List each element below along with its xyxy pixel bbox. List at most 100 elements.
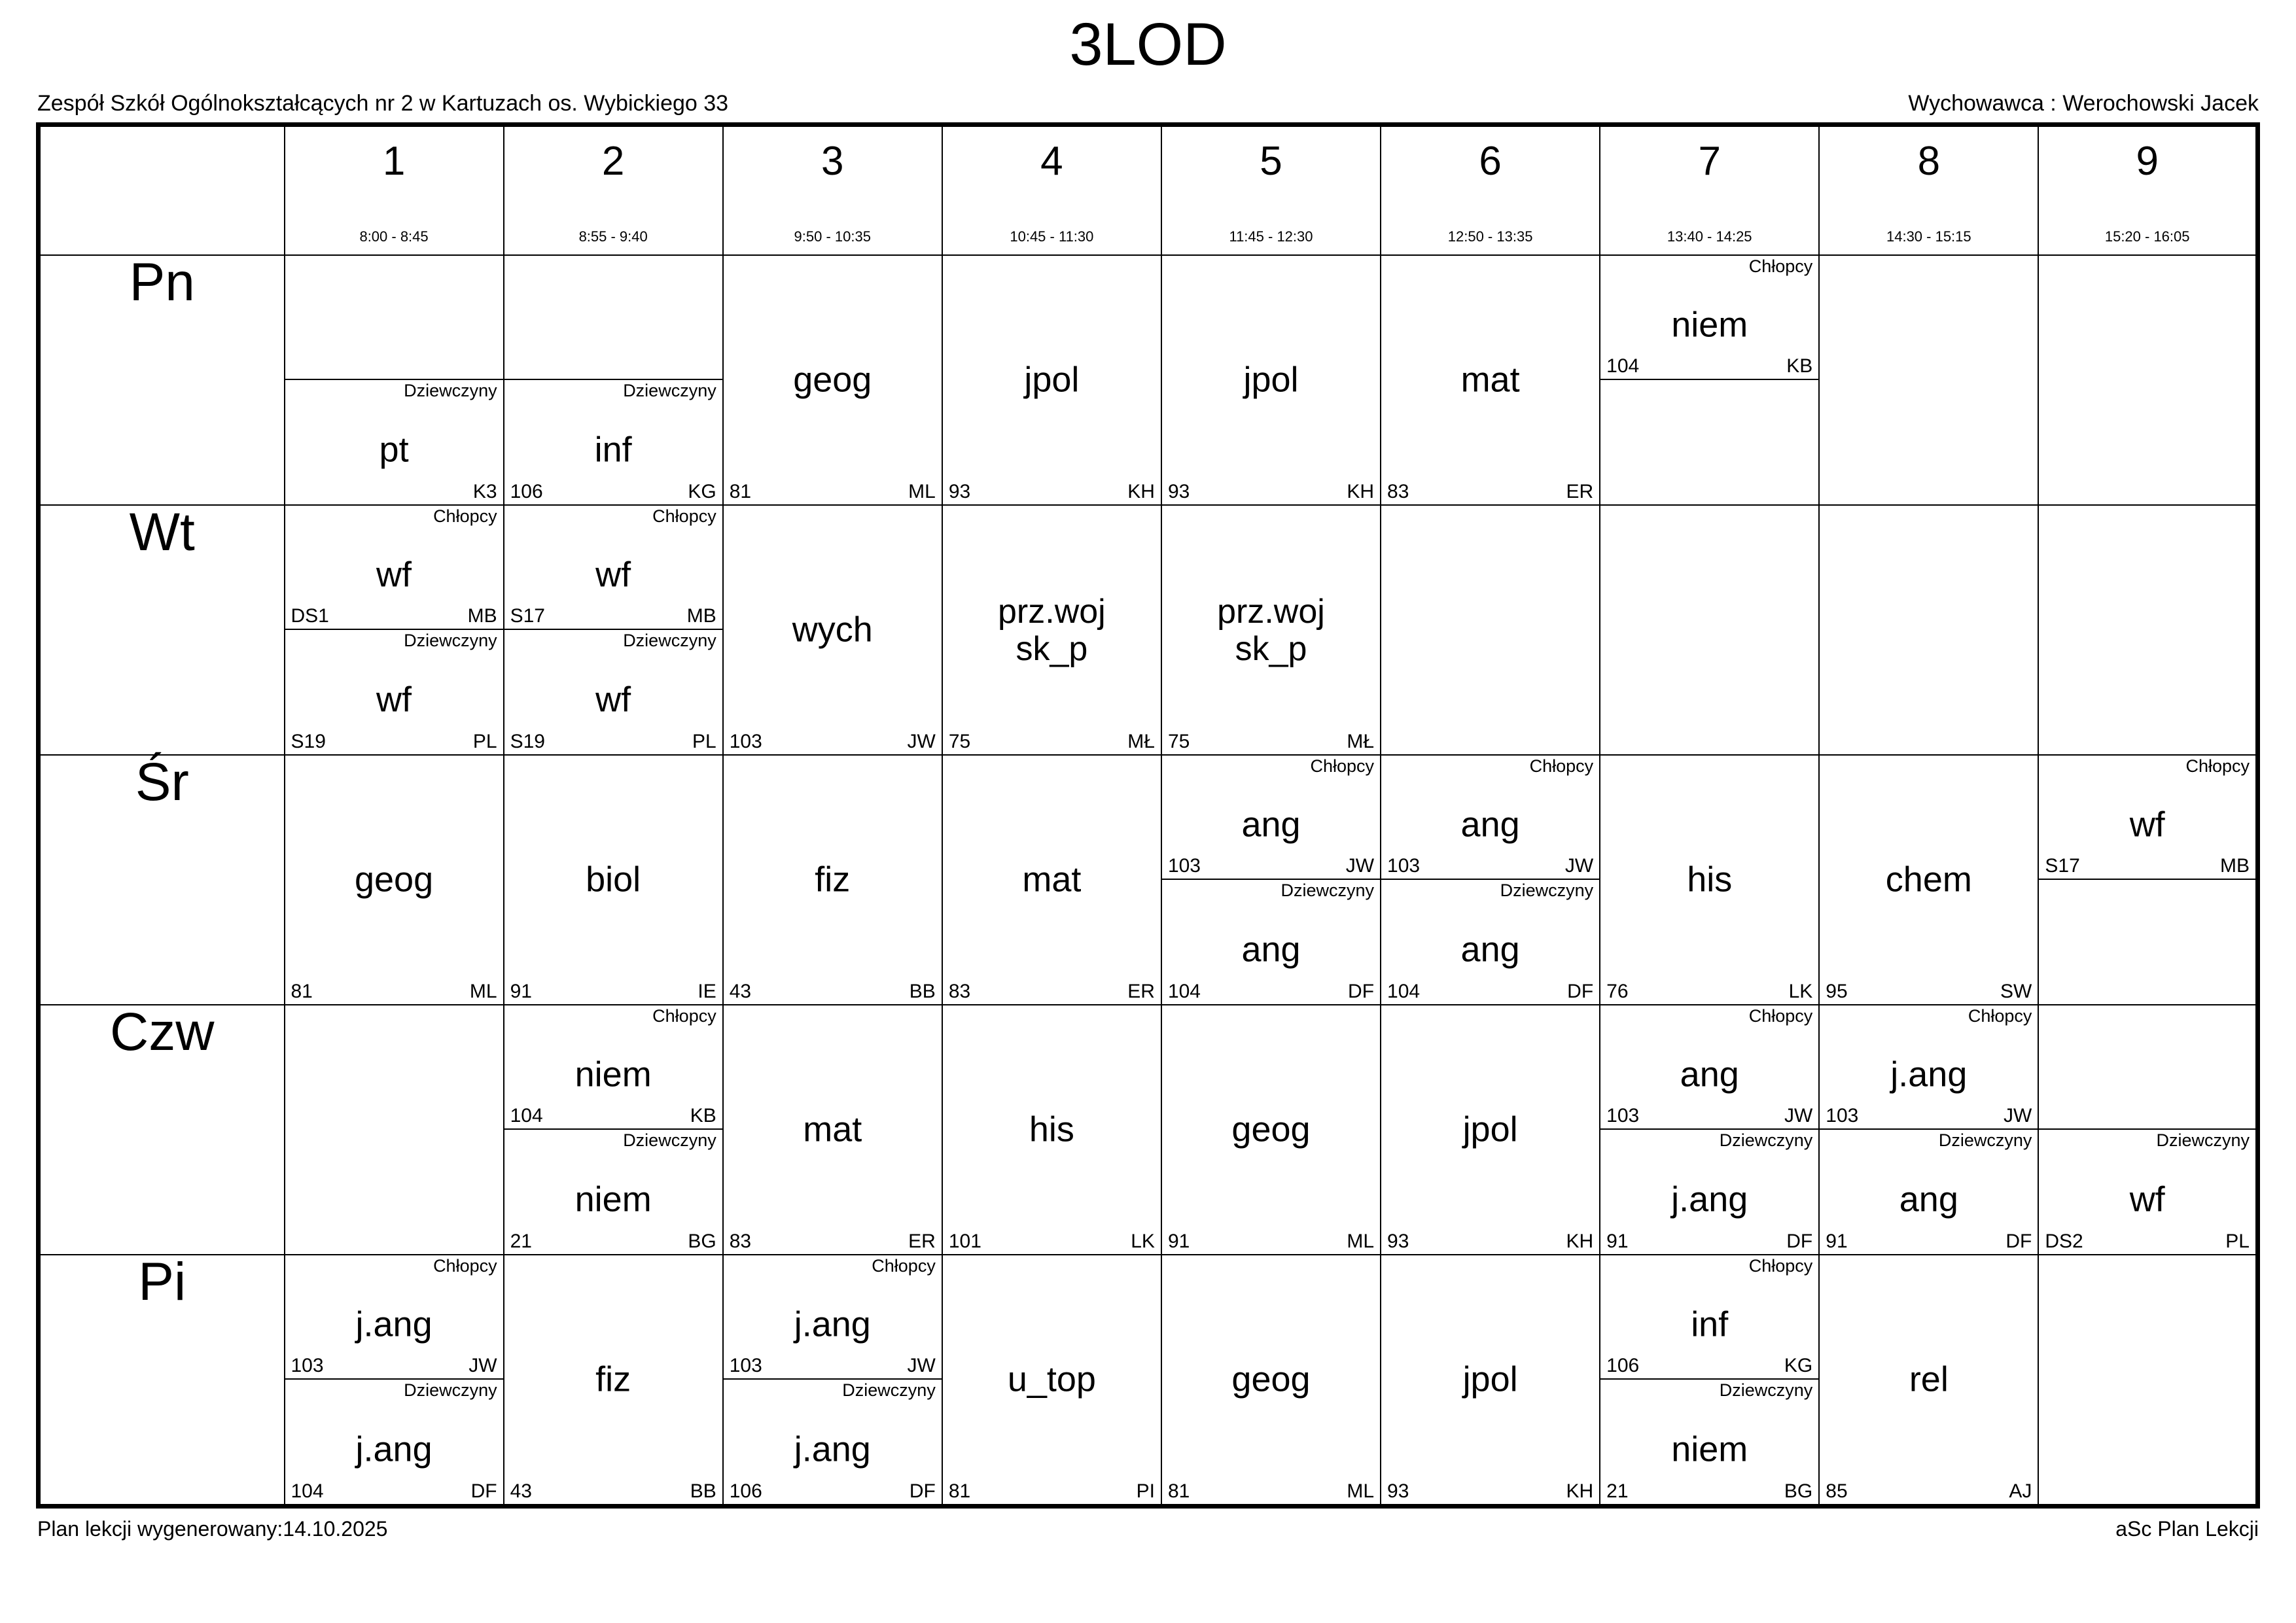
timetable-cell[interactable] xyxy=(1599,504,1820,756)
timetable-cell[interactable]: u_top 81 PI xyxy=(941,1254,1162,1507)
timetable-cell[interactable]: Dziewczyny pt K3 xyxy=(283,254,504,506)
period-number: 9 xyxy=(2136,139,2159,184)
timetable-cell[interactable] xyxy=(1818,254,2040,506)
lesson-slot[interactable]: Dziewczyny niem 21 BG xyxy=(504,1130,722,1254)
lesson-slot[interactable]: Dziewczyny inf 106 KG xyxy=(504,380,722,504)
timetable-cell[interactable] xyxy=(2038,1254,2259,1507)
timetable-cell[interactable]: chem 95 SW xyxy=(1818,754,2040,1006)
lesson-slot[interactable]: mat 83 ER xyxy=(943,756,1161,1004)
lesson-slot[interactable]: Dziewczyny j.ang 106 DF xyxy=(724,1380,942,1504)
lesson-slot[interactable]: rel 85 AJ xyxy=(1820,1255,2038,1504)
lesson-slot[interactable]: Chłopcy wf DS1 MB xyxy=(285,506,503,631)
lesson-group: Chłopcy xyxy=(652,1006,716,1026)
timetable-cell[interactable]: Chłopcy niem 104 KB xyxy=(1599,254,1820,506)
timetable-cell[interactable]: mat 83 ER xyxy=(941,754,1162,1006)
timetable-cell[interactable]: jpol 93 KH xyxy=(1380,1254,1601,1507)
timetable-cell[interactable]: Dziewczyny wf DS2 PL xyxy=(2038,1004,2259,1256)
lesson-slot[interactable]: jpol 93 KH xyxy=(1381,1005,1599,1254)
lesson-slot[interactable]: Dziewczyny ang 91 DF xyxy=(1820,1130,2038,1254)
lesson-room: 91 xyxy=(510,981,532,1003)
lesson-slot[interactable]: Dziewczyny ang 104 DF xyxy=(1162,880,1380,1004)
timetable-cell[interactable]: geog 81 ML xyxy=(1160,1254,1382,1507)
timetable-cell[interactable] xyxy=(283,1004,504,1256)
lesson-slot[interactable]: Dziewczyny wf S19 PL xyxy=(285,630,503,754)
lesson-slot[interactable]: geog 81 ML xyxy=(1162,1255,1380,1504)
lesson-slot[interactable]: prz.woj sk_p 75 MŁ xyxy=(943,506,1161,754)
timetable-cell[interactable]: fiz 43 BB xyxy=(722,754,943,1006)
timetable-cell[interactable]: prz.woj sk_p 75 MŁ xyxy=(1160,504,1382,756)
lesson-slot[interactable]: Dziewczyny j.ang 91 DF xyxy=(1600,1130,1818,1254)
timetable-cell[interactable]: Chłopcy ang 103 JW Dziewczyny ang 104 DF xyxy=(1380,754,1601,1006)
lesson-slot[interactable]: chem 95 SW xyxy=(1820,756,2038,1004)
lesson-slot[interactable]: jpol 93 KH xyxy=(943,256,1161,504)
timetable-cell[interactable] xyxy=(1818,504,2040,756)
lesson-slot[interactable]: Chłopcy ang 103 JW xyxy=(1161,756,1381,881)
timetable-cell[interactable]: wych 103 JW xyxy=(722,504,943,756)
timetable-cell[interactable]: biol 91 IE xyxy=(503,754,724,1006)
lesson-slot[interactable]: Chłopcy j.ang 103 JW xyxy=(285,1255,503,1380)
period-header: 8 14:30 - 15:15 xyxy=(1818,124,2040,256)
timetable-cell[interactable] xyxy=(2038,254,2259,506)
lesson-slot[interactable]: his 76 LK xyxy=(1600,756,1818,1004)
timetable-cell[interactable]: Chłopcy ang 103 JW Dziewczyny j.ang 91 DF xyxy=(1599,1004,1820,1256)
timetable-cell[interactable]: Chłopcy niem 104 KB Dziewczyny niem 21 BG xyxy=(503,1004,724,1256)
timetable-cell[interactable]: mat 83 ER xyxy=(1380,254,1601,506)
lesson-slot[interactable]: Chłopcy ang 103 JW xyxy=(1600,1005,1819,1130)
timetable-cell[interactable]: Chłopcy inf 106 KG Dziewczyny niem 21 BG xyxy=(1599,1254,1820,1507)
lesson-slot[interactable]: Chłopcy j.ang 103 JW xyxy=(723,1255,942,1380)
timetable-cell[interactable]: jpol 93 KH xyxy=(941,254,1162,506)
timetable-cell[interactable] xyxy=(1380,504,1601,756)
lesson-slot[interactable]: mat 83 ER xyxy=(1381,256,1599,504)
timetable-cell[interactable] xyxy=(2038,504,2259,756)
lesson-slot[interactable]: geog 81 ML xyxy=(285,756,503,1004)
lesson-slot[interactable]: Chłopcy ang 103 JW xyxy=(1381,756,1600,881)
lesson-slot[interactable]: biol 91 IE xyxy=(504,756,722,1004)
timetable-cell[interactable]: Dziewczyny inf 106 KG xyxy=(503,254,724,506)
lesson-room: S17 xyxy=(2045,855,2080,877)
timetable-cell[interactable]: geog 81 ML xyxy=(722,254,943,506)
lesson-subject: niem xyxy=(574,1055,652,1094)
lesson-slot[interactable]: Dziewczyny pt K3 xyxy=(285,380,503,504)
timetable-cell[interactable]: prz.woj sk_p 75 MŁ xyxy=(941,504,1162,756)
lesson-slot[interactable]: u_top 81 PI xyxy=(943,1255,1161,1504)
timetable-cell[interactable]: Chłopcy wf DS1 MB Dziewczyny wf S19 PL xyxy=(283,504,504,756)
lesson-slot[interactable]: Dziewczyny wf S19 PL xyxy=(504,630,722,754)
timetable-cell[interactable]: Chłopcy j.ang 103 JW Dziewczyny j.ang 104 DF xyxy=(283,1254,504,1507)
timetable-cell[interactable]: jpol 93 KH xyxy=(1160,254,1382,506)
lesson-slot[interactable]: his 101 LK xyxy=(943,1005,1161,1254)
timetable-cell[interactable]: geog 81 ML xyxy=(283,754,504,1006)
lesson-slot[interactable]: Dziewczyny niem 21 BG xyxy=(1600,1380,1818,1504)
timetable-cell[interactable]: Chłopcy ang 103 JW Dziewczyny ang 104 DF xyxy=(1160,754,1382,1006)
timetable-cell[interactable]: jpol 93 KH xyxy=(1380,1004,1601,1256)
lesson-slot[interactable]: Chłopcy j.ang 103 JW xyxy=(1820,1005,2038,1130)
timetable-cell[interactable]: Chłopcy wf S17 MB Dziewczyny wf S19 PL xyxy=(503,504,724,756)
timetable-cell[interactable]: his 76 LK xyxy=(1599,754,1820,1006)
lesson-slot[interactable]: Chłopcy wf S17 MB xyxy=(504,506,722,631)
lesson-slot[interactable]: fiz 43 BB xyxy=(724,756,942,1004)
lesson-slot[interactable]: mat 83 ER xyxy=(724,1005,942,1254)
lesson-slot[interactable]: Chłopcy niem 104 KB xyxy=(504,1005,722,1130)
timetable-cell[interactable]: Chłopcy j.ang 103 JW Dziewczyny ang 91 DF xyxy=(1818,1004,2040,1256)
timetable-cell[interactable]: Chłopcy wf S17 MB xyxy=(2038,754,2259,1006)
timetable-cell[interactable]: fiz 43 BB xyxy=(503,1254,724,1507)
lesson-slot[interactable]: Chłopcy inf 106 KG xyxy=(1600,1255,1819,1380)
lesson-room: 103 xyxy=(291,1355,324,1377)
lesson-slot[interactable]: Chłopcy niem 104 KB xyxy=(1600,256,1819,381)
lesson-slot[interactable]: Dziewczyny wf DS2 PL xyxy=(2039,1130,2255,1254)
lesson-slot[interactable]: Chłopcy wf S17 MB xyxy=(2039,756,2255,881)
lesson-slot[interactable]: jpol 93 KH xyxy=(1162,256,1380,504)
lesson-slot[interactable]: geog 91 ML xyxy=(1162,1005,1380,1254)
lesson-slot[interactable]: Dziewczyny j.ang 104 DF xyxy=(285,1380,503,1504)
timetable-cell[interactable]: his 101 LK xyxy=(941,1004,1162,1256)
timetable-cell[interactable]: Chłopcy j.ang 103 JW Dziewczyny j.ang 106 DF xyxy=(722,1254,943,1507)
timetable-cell[interactable]: geog 91 ML xyxy=(1160,1004,1382,1256)
lesson-slot[interactable]: geog 81 ML xyxy=(724,256,942,504)
lesson-slot[interactable]: Dziewczyny ang 104 DF xyxy=(1381,880,1599,1004)
timetable-cell[interactable]: rel 85 AJ xyxy=(1818,1254,2040,1507)
lesson-slot[interactable]: prz.woj sk_p 75 MŁ xyxy=(1162,506,1380,754)
timetable-cell[interactable]: mat 83 ER xyxy=(722,1004,943,1256)
lesson-slot[interactable]: fiz 43 BB xyxy=(504,1255,722,1504)
day-row: Czw Chłopcy niem 104 KB Dziewczyny niem 21 BG mat… xyxy=(37,1004,2259,1256)
lesson-slot[interactable]: wych 103 JW xyxy=(724,506,942,754)
lesson-slot[interactable]: jpol 93 KH xyxy=(1381,1255,1599,1504)
